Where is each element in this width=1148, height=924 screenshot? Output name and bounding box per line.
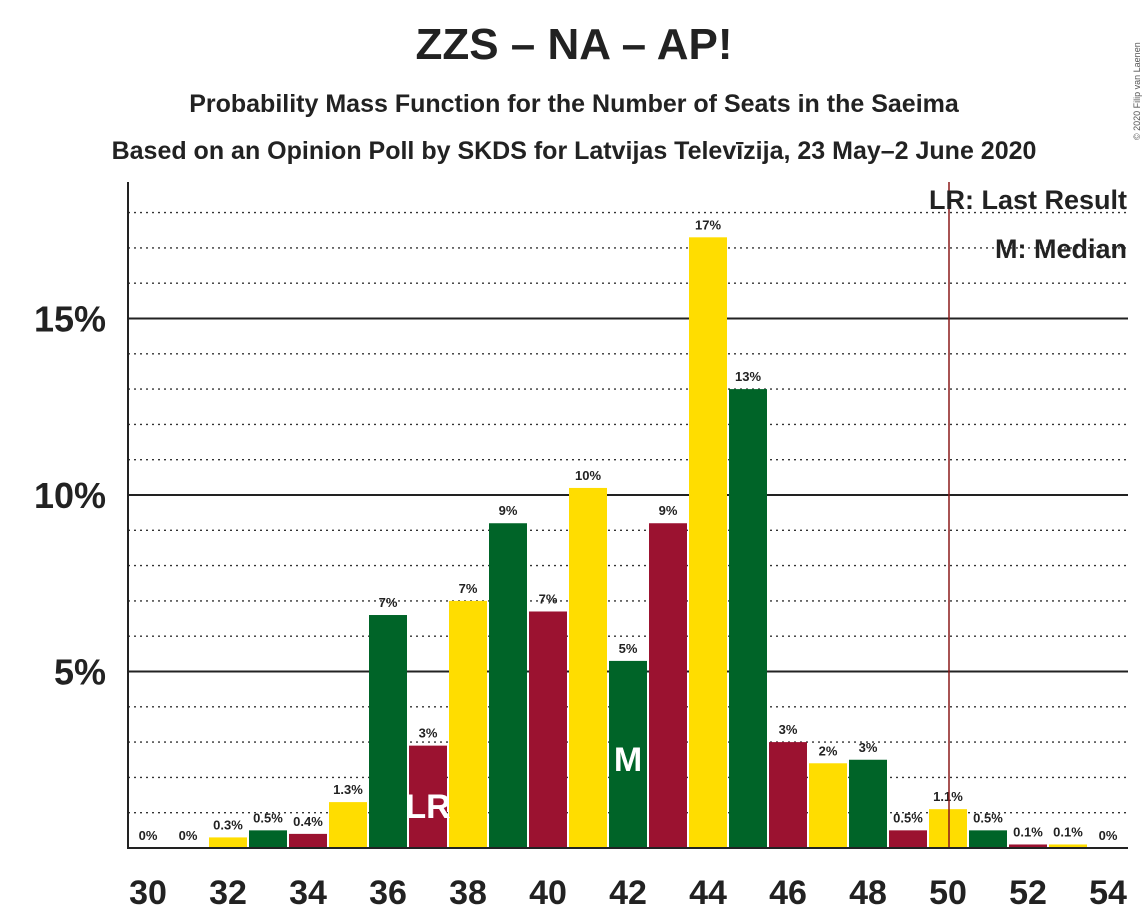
- data-label: 3%: [859, 740, 878, 755]
- data-label: 0%: [1099, 828, 1118, 843]
- bar-seat-52: [1009, 844, 1047, 848]
- data-label: 0.4%: [293, 814, 323, 829]
- bar-seat-46: [769, 742, 807, 848]
- x-tick-label: 52: [1009, 874, 1047, 912]
- bar-seat-51: [969, 830, 1007, 848]
- bar-seat-42: [609, 660, 647, 848]
- data-label: 13%: [735, 369, 761, 384]
- bar-seat-36: [369, 615, 407, 848]
- bar-seat-43: [649, 523, 687, 848]
- bar-seat-34: [289, 833, 327, 848]
- bar-seat-39: [489, 523, 527, 848]
- x-tick-label: 34: [289, 874, 327, 912]
- bar-seat-45: [729, 389, 767, 848]
- legend-median: M: Median: [995, 234, 1127, 264]
- bar-seat-44: [689, 237, 727, 848]
- data-label: 0.3%: [213, 817, 243, 832]
- data-label: 7%: [379, 595, 398, 610]
- legend-last-result: LR: Last Result: [929, 185, 1127, 215]
- data-label: 2%: [819, 743, 838, 758]
- data-label: 17%: [695, 217, 721, 232]
- bar-seat-37: [409, 745, 447, 848]
- data-label: 10%: [575, 468, 601, 483]
- bar-seat-35: [329, 802, 367, 848]
- data-label: 3%: [419, 726, 438, 741]
- x-tick-label: 54: [1089, 874, 1127, 912]
- y-tick-label: 5%: [54, 652, 106, 693]
- chart-title: ZZS – NA – AP!: [415, 20, 733, 69]
- data-label: 1.1%: [933, 789, 963, 804]
- data-label: 0.1%: [1053, 824, 1083, 839]
- legend: LR: Last Result M: Median: [929, 185, 1127, 264]
- bar-seat-50: [929, 809, 967, 848]
- chart-subtitle: Probability Mass Function for the Number…: [189, 90, 959, 118]
- axes: 5% 10% 15% 30 32 34 36 38 40 42 44 46 48 50 52 54: [34, 182, 1128, 912]
- chart-source-line: Based on an Opinion Poll by SKDS for Lat…: [111, 137, 1037, 165]
- last-result-marker: LR: [405, 788, 450, 826]
- bar-seat-32: [209, 837, 247, 848]
- data-label: 5%: [619, 641, 638, 656]
- x-tick-label: 46: [769, 874, 807, 912]
- y-tick-label: 10%: [34, 475, 106, 516]
- x-tick-label: 38: [449, 874, 487, 912]
- data-label: 9%: [659, 503, 678, 518]
- data-label: 0.1%: [1013, 824, 1043, 839]
- bars: [209, 237, 1087, 848]
- bar-seat-33: [249, 830, 287, 848]
- bar-seat-38: [449, 600, 487, 848]
- bar-seat-47: [809, 763, 847, 848]
- x-tick-label: 30: [129, 874, 167, 912]
- data-label: 3%: [779, 722, 798, 737]
- data-label: 0.5%: [973, 810, 1003, 825]
- data-labels: 0% 0% 0.3% 0.5% 0.4% 1.3% 7% 3% 7% 9% 7% 10% 5% 9% 17%…: [139, 217, 1118, 843]
- data-label: 9%: [499, 503, 518, 518]
- bar-seat-49: [889, 830, 927, 848]
- bar-seat-41: [569, 487, 607, 848]
- x-tick-label: 36: [369, 874, 407, 912]
- data-label: 0%: [139, 828, 158, 843]
- data-label: 0.5%: [253, 810, 283, 825]
- bar-seat-40: [529, 611, 567, 848]
- y-tick-label: 15%: [34, 299, 106, 340]
- x-tick-label: 48: [849, 874, 887, 912]
- data-label: 1.3%: [333, 782, 363, 797]
- data-label: 7%: [539, 591, 558, 606]
- median-marker: M: [614, 741, 642, 779]
- x-tick-label: 42: [609, 874, 647, 912]
- x-tick-label: 50: [929, 874, 967, 912]
- x-tick-label: 32: [209, 874, 247, 912]
- x-tick-label: 44: [689, 874, 727, 912]
- data-label: 7%: [459, 581, 478, 596]
- data-label: 0.5%: [893, 810, 923, 825]
- x-tick-label: 40: [529, 874, 567, 912]
- bar-seat-48: [849, 759, 887, 848]
- bar-seat-53: [1049, 844, 1087, 848]
- data-label: 0%: [179, 828, 198, 843]
